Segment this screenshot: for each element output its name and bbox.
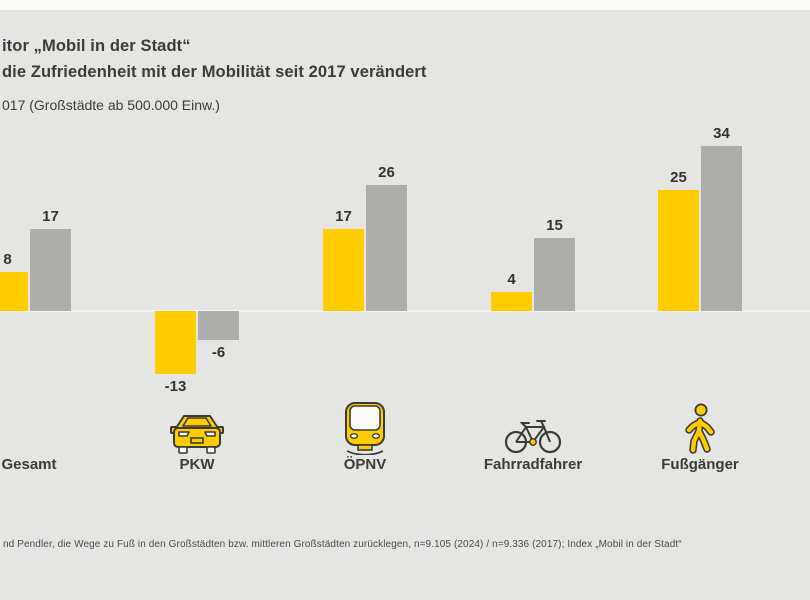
bar-2017-öpnv [366, 185, 407, 311]
chart-header: itor „Mobil in der Stadt“ die Zufriedenh… [2, 33, 427, 113]
bar-2024-pkw [155, 311, 196, 374]
bar-2017-fahrradfahrer [534, 238, 575, 311]
bar-value-label: 4 [507, 270, 516, 288]
chart-title-line1: itor „Mobil in der Stadt“ [2, 37, 191, 55]
bar-value-label: -6 [211, 344, 226, 362]
bar-value-label: 17 [42, 207, 59, 225]
footnote: nd Pendler, die Wege zu Fuß in den Großs… [3, 539, 682, 550]
bar-value-label: -13 [164, 377, 187, 395]
top-edge-strip [0, 0, 810, 10]
tram-icon [333, 402, 397, 455]
category-label-öpnv: ÖPNV [343, 456, 387, 473]
car-icon [165, 403, 229, 455]
bar-value-label: 15 [546, 217, 563, 235]
zero-axis-line [0, 310, 810, 312]
chart-title-line2: die Zufriedenheit mit der Mobilität seit… [2, 63, 427, 81]
bar-value-label: 26 [378, 164, 395, 182]
bar-value-label: 34 [713, 125, 730, 143]
category-label-fahrradfahrer: Fahrradfahrer [483, 456, 583, 473]
category-label-gesamt: Gesamt [1, 456, 57, 473]
chart-subtitle: 017 (Großstädte ab 500.000 Einw.) [2, 97, 220, 113]
bar-value-label: 17 [335, 207, 352, 225]
category-label-fußgänger: Fußgänger [661, 456, 739, 473]
bar-2024-gesamt [0, 272, 28, 311]
bar-value-label: 25 [670, 169, 687, 186]
bicycle-icon [501, 403, 565, 455]
category-label-pkw: PKW [179, 456, 215, 473]
bar-2024-öpnv [323, 228, 364, 311]
bar-2017-fußgänger [701, 146, 742, 311]
bar-value-label: 8 [3, 251, 12, 269]
bar-2024-fußgänger [658, 190, 699, 311]
bar-2024-fahrradfahrer [491, 291, 532, 311]
bar-2017-gesamt [30, 228, 71, 311]
bar-2017-pkw [198, 311, 239, 341]
pedestrian-icon [668, 403, 732, 455]
